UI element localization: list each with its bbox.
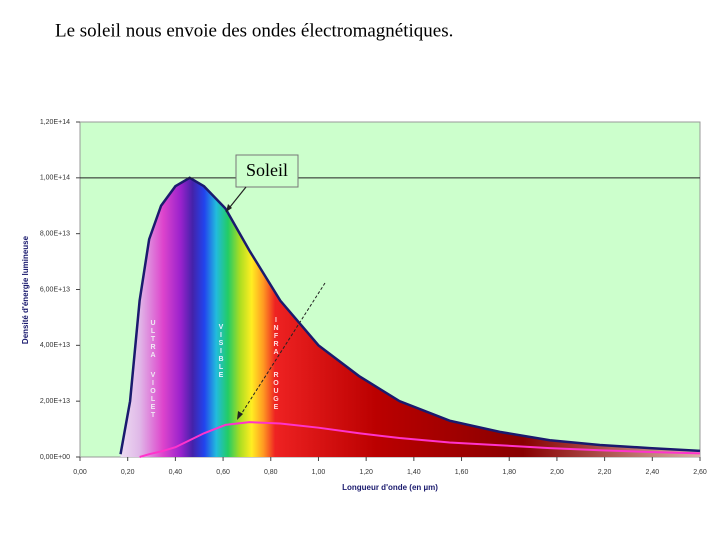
x-tick-label: 0,60: [216, 469, 230, 476]
y-tick-label: 8,00E+13: [40, 231, 70, 238]
callout-box: [235, 154, 299, 188]
page-title: Le soleil nous envoie des ondes électrom…: [55, 20, 453, 41]
pointer-line: [239, 282, 326, 417]
x-tick-label: 1,80: [502, 469, 516, 476]
x-tick-label: 1,00: [312, 469, 326, 476]
region-label: ULTRA: [150, 320, 157, 360]
y-axis-label: Densité d'énergie lumineuse: [21, 235, 30, 344]
x-tick-label: 2,00: [550, 469, 564, 476]
series-line: [119, 176, 701, 455]
x-tick-label: 0,20: [121, 469, 135, 476]
callout-label: Soleil: [246, 160, 288, 180]
region-label: VIOLET: [149, 372, 156, 420]
x-tick-label: 0,80: [264, 469, 278, 476]
x-tick-label: 2,60: [693, 469, 707, 476]
x-tick-label: 0,40: [169, 469, 183, 476]
y-tick-label: 1,00E+14: [40, 175, 70, 182]
region-label: ROUGE: [272, 372, 279, 412]
y-tick-label: 2,00E+13: [40, 398, 70, 405]
region-label: VISIBLE: [218, 324, 225, 380]
y-tick-label: 0,00E+00: [40, 454, 70, 461]
arrow-head: [237, 411, 243, 420]
y-tick-label: 6,00E+13: [40, 286, 70, 293]
spectrum-area: [120, 177, 701, 458]
region-label: INFRA: [273, 317, 280, 357]
x-tick-label: 1,60: [455, 469, 469, 476]
y-tick-label: 4,00E+13: [40, 342, 70, 349]
x-tick-label: 0,00: [73, 469, 87, 476]
x-tick-label: 1,20: [359, 469, 373, 476]
y-tick-label: 1,20E+14: [40, 119, 70, 126]
x-tick-label: 2,20: [598, 469, 612, 476]
series-line: [139, 421, 701, 458]
arrow-head: [226, 204, 232, 212]
x-tick-label: 2,40: [645, 469, 659, 476]
x-axis-label: Longueur d'onde (en µm): [342, 483, 438, 492]
x-tick-label: 1,40: [407, 469, 421, 476]
